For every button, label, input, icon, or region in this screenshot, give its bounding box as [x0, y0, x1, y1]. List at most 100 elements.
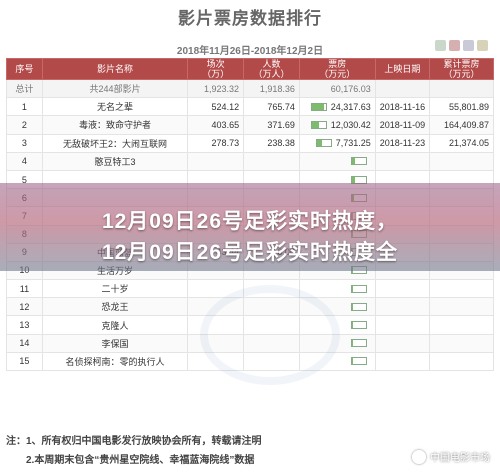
row-box-cell — [298, 151, 376, 171]
note-1-text: 1、所有权归中国电影发行放映协会所有，转载请注明 — [26, 436, 262, 447]
box-bar-fill — [351, 158, 356, 165]
row-name: 李保国 — [41, 333, 189, 353]
watermark: 中国电影市场 — [412, 449, 490, 464]
row-name: 克隆人 — [41, 315, 189, 335]
chart-toolbar — [435, 40, 488, 51]
date-range: 2018年11月26日-2018年12月2日 — [176, 46, 324, 57]
col-box: 票房 （万元） — [298, 58, 376, 80]
row-people: 238.38 — [243, 133, 300, 153]
box-bar-fill — [351, 340, 353, 347]
row-cumulative — [429, 333, 494, 353]
box-bar-fill — [351, 322, 353, 329]
box-bar — [350, 339, 367, 348]
box-bar-fill — [311, 121, 320, 128]
row-rank: 15 — [6, 351, 43, 372]
table-view-icon[interactable] — [435, 40, 446, 51]
row-cumulative — [429, 351, 494, 372]
box-bar — [350, 321, 367, 330]
notes: 注：1、所有权归中国电影发行放映协会所有，转载请注明 2.本周期末包含“贵州星空… — [6, 432, 494, 470]
table-row: 3 无敌破坏王2：大闹互联网 278.73 238.38 7,731.25 2018-11… — [6, 133, 494, 153]
box-bar-fill — [311, 103, 325, 110]
box-bar — [350, 284, 367, 293]
row-cumulative: 21,374.05 — [429, 133, 494, 153]
row-rank: 12 — [6, 297, 43, 317]
row-date: 2018-11-09 — [374, 115, 431, 135]
headline-line-1: 12月09日26号足彩实时热度， — [101, 210, 399, 233]
total-label: 总计 — [6, 78, 43, 99]
watermark-logo-bg — [200, 285, 340, 385]
row-rank: 2 — [6, 115, 43, 135]
row-rank: 13 — [6, 315, 43, 335]
row-name: 毒液：致命守护者 — [41, 115, 189, 135]
table-header: 序号 影片名称 场次 （万） 人数 （万人） 票房 （万元） 上映日期 累计票房… — [6, 58, 494, 80]
row-rank: 1 — [6, 97, 43, 117]
total-row: 总计 共244部影片 1,923.32 1,918.36 60,176.03 — [6, 78, 494, 99]
box-bar — [315, 139, 332, 148]
row-sessions: 403.65 — [187, 115, 245, 135]
row-name: 无名之辈 — [41, 97, 189, 117]
row-date: 2018-11-16 — [374, 97, 431, 117]
row-name: 二十岁 — [41, 279, 189, 299]
row-cumulative: 164,409.87 — [429, 115, 494, 135]
note-1: 注：1、所有权归中国电影发行放映协会所有，转载请注明 — [6, 432, 494, 451]
total-people: 1,918.36 — [243, 78, 300, 99]
row-cumulative — [429, 297, 494, 317]
table-row: 4 憨豆特工3 — [6, 151, 494, 171]
bar-chart-icon[interactable] — [449, 40, 460, 51]
col-name: 影片名称 — [41, 58, 189, 80]
col-date: 上映日期 — [374, 58, 431, 80]
note-2-text: 2.本周期末包含“贵州星空院线、幸福蓝海院线”数据 — [26, 455, 255, 466]
row-cumulative: 55,801.89 — [429, 97, 494, 117]
row-box: 24,317.63 — [330, 101, 371, 112]
box-bar-fill — [351, 358, 353, 365]
col-sessions: 场次 （万） — [187, 58, 245, 80]
row-people: 765.74 — [243, 97, 300, 117]
row-name: 名侦探柯南：零的执行人 — [41, 351, 189, 372]
row-date — [374, 151, 431, 171]
box-bar — [310, 120, 327, 129]
row-date: 2018-11-23 — [374, 133, 431, 153]
row-people: 371.69 — [243, 115, 300, 135]
total-sessions: 1,923.32 — [187, 78, 245, 99]
watermark-logo-icon — [412, 449, 426, 464]
row-box-cell: 7,731.25 — [298, 133, 376, 153]
total-cumulative — [429, 78, 494, 99]
col-cumulative: 累计票房 （万元） — [429, 58, 494, 80]
total-name: 共244部影片 — [41, 78, 189, 99]
watermark-text: 中国电影市场 — [430, 453, 490, 464]
row-box-cell: 24,317.63 — [298, 97, 376, 117]
box-bar-fill — [316, 140, 322, 147]
box-bar-fill — [351, 285, 353, 292]
row-name: 憨豆特工3 — [41, 151, 189, 171]
row-cumulative — [429, 315, 494, 335]
row-date — [374, 297, 431, 317]
row-name: 恐龙王 — [41, 297, 189, 317]
row-sessions: 278.73 — [187, 133, 245, 153]
row-box-cell: 12,030.42 — [298, 115, 376, 135]
row-cumulative — [429, 151, 494, 171]
save-icon[interactable] — [477, 40, 488, 51]
col-rank: 序号 — [6, 58, 43, 80]
note-label: 注： — [6, 436, 26, 447]
row-sessions: 524.12 — [187, 97, 245, 117]
page-title: 影片票房数据排行 — [178, 9, 322, 28]
table-row: 1 无名之辈 524.12 765.74 24,317.63 2018-11-16 55,8… — [6, 97, 494, 117]
row-box-cell — [298, 279, 376, 299]
row-date — [374, 279, 431, 299]
row-box: 12,030.42 — [330, 119, 371, 130]
box-bar — [310, 102, 327, 111]
row-people — [243, 151, 300, 171]
row-rank: 14 — [6, 333, 43, 353]
box-bar — [350, 302, 367, 311]
col-people: 人数 （万人） — [243, 58, 300, 80]
box-bar — [350, 357, 367, 366]
row-cumulative — [429, 279, 494, 299]
box-bar-fill — [351, 303, 353, 310]
row-sessions — [187, 151, 245, 171]
row-rank: 11 — [6, 279, 43, 299]
headline-overlay — [0, 183, 500, 271]
headline-line-2: 12月09日26号足彩实时热度全 — [101, 241, 399, 264]
row-name: 无敌破坏王2：大闹互联网 — [41, 133, 189, 153]
refresh-icon[interactable] — [463, 40, 474, 51]
row-date — [374, 333, 431, 353]
